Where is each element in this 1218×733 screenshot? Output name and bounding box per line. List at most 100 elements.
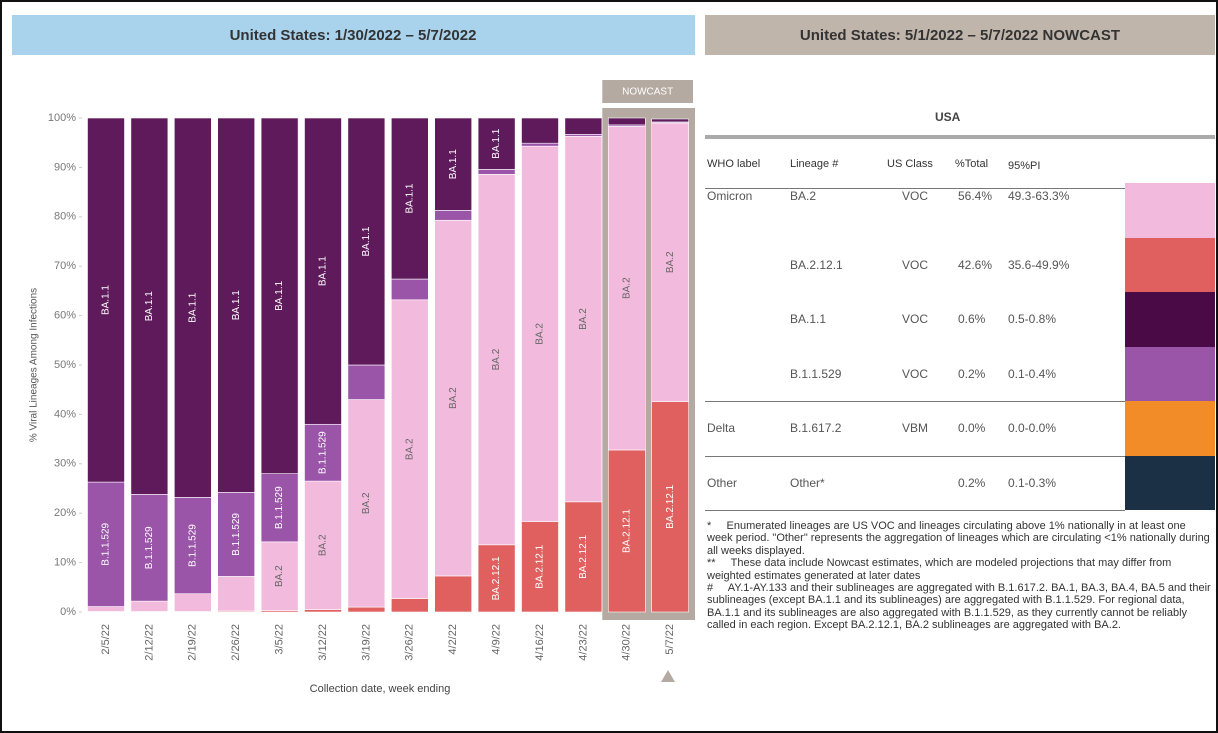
y-tick-label: 70%: [54, 260, 76, 272]
bar-segment: [390, 299, 429, 599]
x-tick-label: 4/30/22: [621, 624, 633, 661]
segment-label: B.1.1.529: [187, 524, 198, 567]
bar-segment: [390, 598, 429, 613]
column-header: WHO label: [707, 158, 761, 170]
bar-segment: [304, 609, 342, 613]
segment-label: BA.1.1: [448, 149, 459, 179]
x-tick-label: 2/19/22: [187, 624, 199, 661]
bar-segment: [174, 117, 212, 498]
table-cell: VOC: [902, 366, 929, 381]
table-cell: B.1.1.529: [790, 366, 842, 381]
bar-segment: [607, 126, 646, 451]
bar-segment: [607, 117, 646, 126]
table-cell: B.1.617.2: [790, 421, 842, 436]
segment-label: BA.2: [361, 492, 372, 514]
bar-segment: [217, 492, 255, 577]
panel-header: United States: 5/1/2022 – 5/7/2022 NOWCA…: [705, 15, 1215, 55]
bar-segment: [564, 501, 603, 613]
segment-label: BA.2.12.1: [578, 535, 589, 579]
bar-segment: [87, 117, 125, 483]
bar-segment: [434, 117, 473, 211]
segment-label: BA.2.12.1: [491, 556, 502, 600]
rule: [705, 455, 1125, 457]
table-cell: 0.1-0.4%: [1008, 366, 1057, 381]
column-header: %Total: [955, 158, 989, 170]
segment-label: BA.2: [578, 308, 589, 330]
bar-segment: [347, 399, 386, 608]
table-cell: 0.2%: [958, 366, 986, 381]
table-cell: BA.2.12.1: [790, 257, 843, 272]
column-header: Lineage #: [790, 158, 839, 170]
table-cell: Other*: [790, 475, 825, 490]
bar-segment: [651, 118, 690, 123]
segment-label: BA.2: [274, 565, 285, 587]
segment-label: B.1.1.529: [274, 486, 285, 529]
bar-segment: [564, 135, 603, 503]
chart: United States: 1/30/2022 – 5/7/2022 NOWC…: [12, 15, 695, 695]
x-tick-label: 2/26/22: [230, 624, 242, 661]
x-tick-label: 4/9/22: [491, 624, 503, 655]
color-swatch: [1125, 183, 1215, 238]
scroll-arrow: [661, 670, 675, 682]
column-header: US Class: [887, 158, 933, 170]
segment-label: BA.2: [535, 323, 546, 345]
table-cell: 42.6%: [958, 257, 993, 272]
bar-segment: [564, 117, 603, 135]
bar-segment: [217, 576, 255, 612]
bar-segment: [521, 142, 559, 147]
color-swatch: [1125, 292, 1215, 347]
bar-segment: [390, 278, 429, 301]
table-cell: VOC: [902, 257, 929, 272]
table-cell: 0.0-0.0%: [1008, 421, 1057, 436]
color-swatch: [1125, 237, 1215, 292]
y-tick-label: 40%: [54, 408, 76, 420]
segment-label: BA.1.1: [101, 285, 112, 315]
chart-header: [12, 15, 695, 55]
footnote: ** These data include Nowcast estimates,…: [707, 557, 1175, 582]
x-tick-label: 4/16/22: [534, 624, 546, 661]
y-tick-label: 50%: [54, 359, 76, 371]
bar-segment: [651, 122, 690, 402]
bar-segment: [434, 575, 473, 613]
bar-segment: [434, 219, 473, 577]
segment-label: BA.1.1: [361, 226, 372, 256]
table-cell: BA.2: [790, 189, 817, 204]
x-tick-label: 3/26/22: [404, 624, 416, 661]
y-tick-label: 30%: [54, 458, 76, 470]
y-axis-title: % Viral Lineages Among Infections: [29, 288, 40, 442]
y-tick-label: 0%: [60, 606, 76, 618]
bar-segment: [260, 117, 299, 474]
segment-label: BA.1.1: [404, 183, 415, 213]
bar-segment: [434, 210, 473, 221]
bar-segment: [130, 600, 169, 612]
y-tick-label: 60%: [54, 310, 76, 322]
table-cell: Other: [707, 475, 738, 490]
bar-segment: [174, 497, 212, 595]
segment-label: BA.2: [491, 348, 502, 370]
table-cell: VOC: [902, 189, 929, 204]
rule: [705, 135, 1215, 139]
nowcast-panel: United States: 5/1/2022 – 5/7/2022 NOWCA…: [705, 15, 1215, 715]
table-cell: 56.4%: [958, 189, 993, 204]
rule: [705, 510, 1125, 511]
table-cell: VOC: [902, 312, 929, 327]
bar-segment: [130, 494, 169, 602]
x-tick-label: 2/12/22: [143, 624, 155, 661]
bar-segment: [87, 606, 125, 612]
bar-segment: [304, 480, 342, 610]
x-tick-label: 3/5/22: [274, 624, 286, 655]
nowcast-tag: [602, 80, 693, 103]
x-tick-label: 4/2/22: [447, 624, 459, 655]
color-swatch: [1125, 401, 1215, 456]
table-cell: VBM: [902, 421, 929, 436]
bar-segment: [130, 117, 169, 495]
bar-segment: [174, 593, 212, 612]
bar-segment: [477, 117, 516, 170]
x-tick-label: 4/23/22: [577, 624, 589, 661]
y-tick-label: 20%: [54, 507, 76, 519]
table-cell: 0.6%: [958, 312, 986, 327]
segment-label: B.1.1.529: [318, 431, 329, 474]
segment-label: BA.2: [404, 438, 415, 460]
